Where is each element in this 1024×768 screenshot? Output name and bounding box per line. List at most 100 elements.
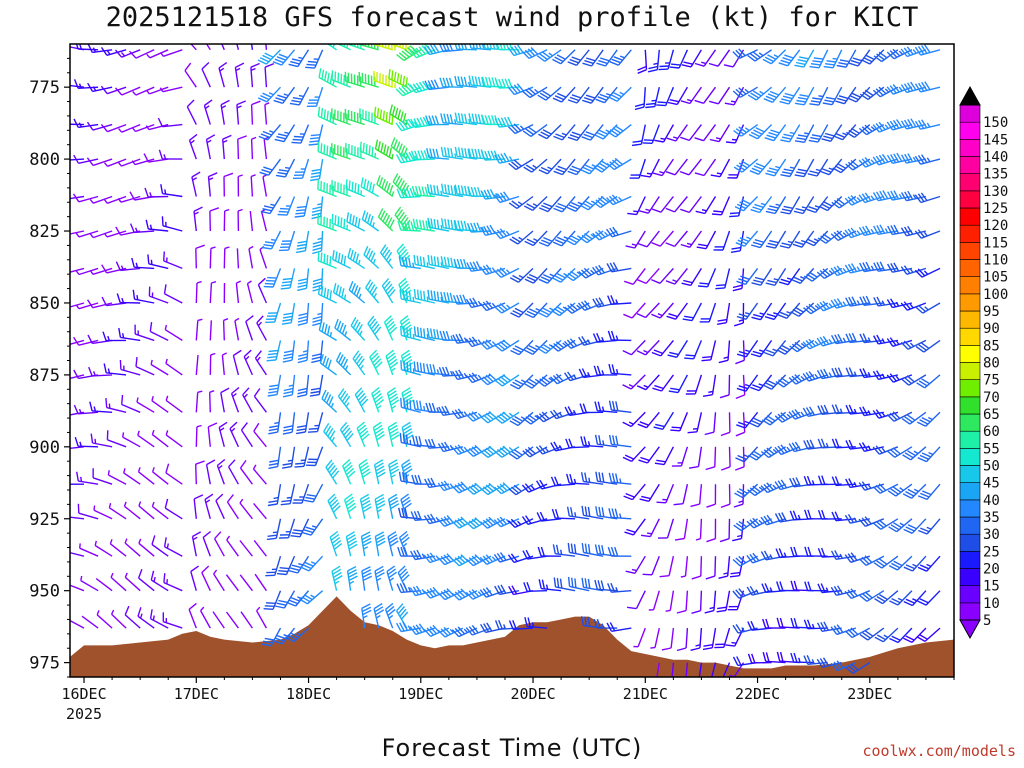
wind-barb [809,86,829,106]
wind-barb [116,293,141,304]
wind-barb [264,62,275,88]
wind-barb [709,86,731,105]
wind-barb [680,196,702,214]
wind-barb [690,484,703,508]
wind-barb [396,45,422,62]
wind-barb [903,518,927,534]
wind-barb [70,123,85,126]
wind-barb [137,430,155,448]
wind-barb [308,124,324,146]
wind-barb [346,565,358,591]
wind-barb [395,621,421,633]
wind-barb [274,124,296,143]
wind-barb [538,158,562,175]
wind-barb [266,518,282,541]
wind-barb [413,288,435,304]
wind-barb [651,230,674,247]
wind-barb [202,530,212,557]
wind-barb [552,86,576,103]
wind-barb [886,411,913,422]
colorbar-swatch [959,121,981,140]
wind-barb [650,627,660,649]
wind-barb [73,336,99,346]
wind-barb [207,422,218,447]
wind-barb [80,575,99,592]
wind-barb [297,268,310,292]
wind-barb [730,230,745,253]
wind-barb [337,388,352,413]
wind-barb [128,49,155,59]
source-credit[interactable]: coolwx.com/models [862,742,1016,760]
colorbar-label: 65 [983,407,1000,423]
wind-barb [735,230,759,247]
wind-barb [207,172,218,197]
wind-barb [426,148,449,160]
colorbar-swatch [959,516,981,535]
wind-barb [352,350,366,376]
wind-barb [386,565,398,591]
wind-barb [465,589,492,600]
colorbar-label: 110 [983,253,1008,269]
wind-barb [392,173,410,197]
wind-barb [666,124,688,142]
wind-barb [423,44,450,56]
wind-barb [816,657,842,668]
wind-barb [736,374,759,392]
wind-barb [209,320,212,341]
wind-barb [115,261,141,272]
chart-title: 2025121518 GFS forecast wind profile (kt… [105,2,919,33]
wind-barb [694,124,717,142]
wind-barb [248,245,254,269]
wind-barb [262,173,268,197]
colorbar-top-arrow [959,85,981,106]
wind-barb [917,555,941,572]
wind-barb [348,281,366,304]
wind-barb [640,518,660,538]
wind-barb [427,289,450,304]
x-tick-label: 20DEC [510,685,555,703]
wind-barb [764,302,787,321]
wind-barb [629,158,646,179]
wind-barb [608,434,632,448]
wind-barb [335,351,352,376]
colorbar-swatch [959,327,981,346]
wind-barb [914,267,941,278]
wind-barb [424,438,449,449]
wind-barb [808,124,829,143]
wind-barb [507,518,534,529]
wind-barb [874,590,899,605]
wind-barb [704,412,717,436]
wind-barb [691,590,703,614]
wind-barb [715,268,731,290]
wind-barb [688,446,703,469]
wind-barb [145,123,169,131]
wind-barb [346,212,366,232]
wind-barb [578,267,604,279]
wind-barb [70,123,71,125]
wind-barb [803,302,829,315]
wind-barb [290,518,310,538]
wind-barb [103,363,127,376]
wind-barb [250,136,257,160]
wind-barb [651,302,674,319]
wind-barb [229,421,240,448]
colorbar-swatch [959,379,981,398]
wind-barb [195,390,203,413]
wind-barb [101,296,127,307]
wind-barb [213,569,225,592]
wind-barb [902,483,927,499]
wind-barb [508,620,534,630]
wind-barb [400,397,421,413]
wind-barb [748,124,773,140]
wind-barb [205,459,216,485]
wind-barb [273,86,296,104]
wind-barb [400,493,412,520]
wind-barb [209,390,215,413]
wind-barb [917,446,941,463]
wind-barb [263,590,282,610]
wind-barb [720,446,731,471]
colorbar-swatch [959,310,981,329]
wind-barb [226,494,239,520]
wind-barb [536,49,562,62]
wind-barb [886,373,913,383]
